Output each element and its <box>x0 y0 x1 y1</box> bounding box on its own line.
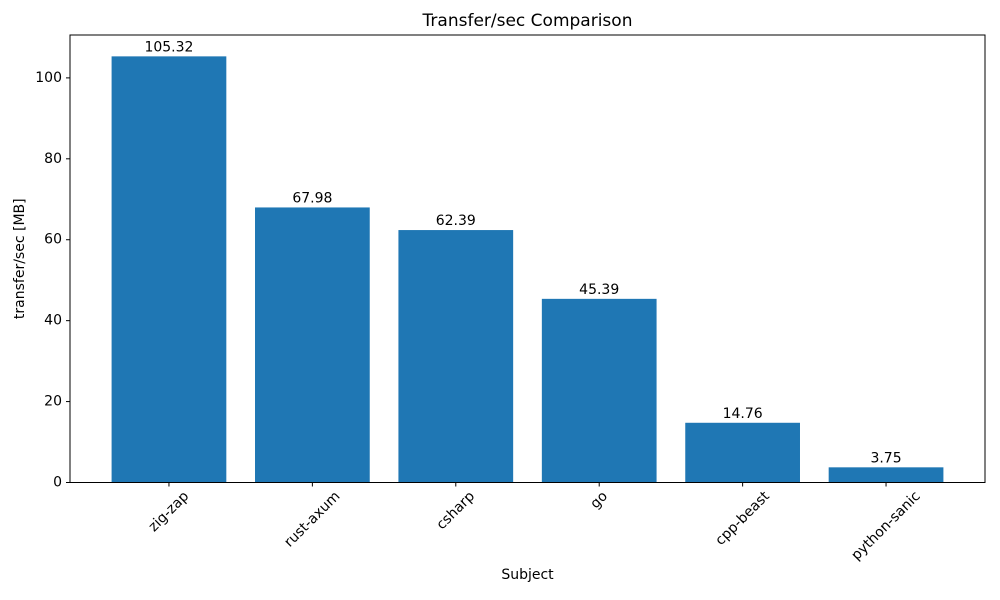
bar-rust-axum <box>255 207 370 483</box>
bar-python-sanic <box>828 467 944 483</box>
y-tick-label: 60 <box>44 232 62 248</box>
x-tick-label: go <box>587 488 611 512</box>
axes-frame <box>69 34 986 483</box>
x-tick-label: rust-axum <box>281 488 343 550</box>
y-axis-label: transfer/sec [MB] <box>12 198 28 319</box>
chart-title: Transfer/sec Comparison <box>422 11 633 31</box>
y-tick-label: 80 <box>44 151 62 167</box>
y-tick-label: 100 <box>35 70 62 86</box>
bars-layer: 105.32 67.98 62.39 45.39 14.76 3.75 <box>111 39 944 483</box>
bar-value-label: 62.39 <box>436 213 476 229</box>
bar-value-label: 14.76 <box>723 406 763 422</box>
bar-value-label: 67.98 <box>292 190 332 206</box>
bar-csharp <box>398 230 514 483</box>
bar-zig-zap <box>111 56 227 483</box>
y-tick-label: 20 <box>44 394 62 410</box>
bar-go <box>541 298 657 483</box>
bar-value-label: 105.32 <box>144 39 193 55</box>
bar-value-label: 3.75 <box>870 450 901 466</box>
x-tick-label: python-sanic <box>848 488 923 563</box>
x-tick-label: cpp-beast <box>712 488 773 549</box>
y-tick-label: 0 <box>53 475 62 491</box>
x-tick-label: zig-zap <box>146 488 193 535</box>
x-axis-label: Subject <box>501 567 554 583</box>
y-tick-label: 40 <box>44 313 62 329</box>
x-tick-label: csharp <box>433 488 478 533</box>
bar-value-label: 45.39 <box>579 282 619 298</box>
bar-cpp-beast <box>685 422 800 483</box>
